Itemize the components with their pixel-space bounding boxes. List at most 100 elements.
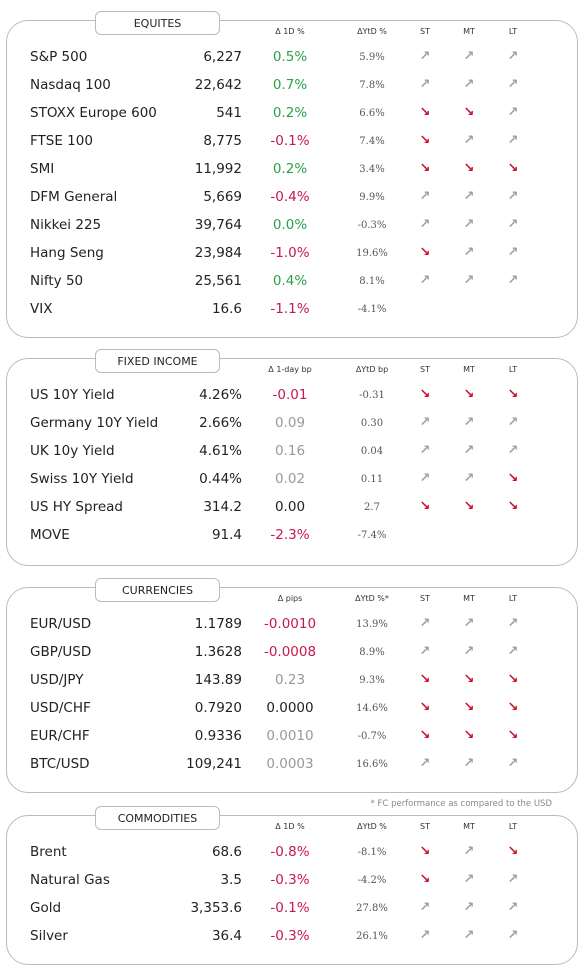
ytd-change: 13.9%: [356, 619, 388, 630]
trend-arrow: ↗: [419, 415, 431, 430]
trend-arrow: ↗: [507, 189, 519, 204]
trend-arrow: ↗: [507, 872, 519, 887]
trend-arrow: ↗: [419, 49, 431, 64]
ytd-change: 9.3%: [359, 675, 385, 686]
column-header: LT: [508, 365, 518, 374]
trend-arrow: ↗: [507, 644, 519, 659]
daily-change: -1.0%: [270, 245, 310, 261]
trend-arrow: ↗: [419, 443, 431, 458]
section-title: EQUITES: [95, 11, 220, 35]
trend-arrow: ↘: [419, 133, 431, 148]
trend-arrow: ↗: [463, 471, 475, 486]
trend-arrow: ↗: [507, 49, 519, 64]
column-header: LT: [508, 27, 518, 36]
ytd-change: 27.8%: [356, 903, 388, 914]
level: 11,992: [194, 161, 242, 177]
instrument-name: US 10Y Yield: [30, 387, 115, 403]
trend-arrow: ↗: [507, 443, 519, 458]
daily-change: 0.09: [274, 415, 306, 431]
level: 39,764: [194, 217, 242, 233]
trend-arrow: ↗: [463, 273, 475, 288]
trend-arrow: ↗: [419, 900, 431, 915]
trend-arrow: ↗: [507, 245, 519, 260]
section-box: [6, 587, 578, 793]
daily-change: -0.0010: [263, 616, 317, 632]
trend-arrow: ↗: [463, 844, 475, 859]
ytd-change: -0.31: [359, 390, 385, 401]
trend-arrow: ↗: [507, 415, 519, 430]
instrument-name: Nifty 50: [30, 273, 84, 289]
trend-arrow: ↗: [419, 189, 431, 204]
column-header: MT: [463, 27, 475, 36]
level: 3.5: [220, 872, 242, 888]
daily-change: -0.4%: [270, 189, 310, 205]
column-header: Δ 1D %: [275, 27, 305, 36]
trend-arrow: ↗: [419, 928, 431, 943]
instrument-name: VIX: [30, 301, 53, 317]
trend-arrow: ↗: [507, 273, 519, 288]
trend-arrow: ↘: [463, 700, 475, 715]
column-header: ΔYtD bp: [355, 365, 389, 374]
instrument-name: FTSE 100: [30, 133, 93, 149]
level: 4.26%: [199, 387, 242, 403]
trend-arrow: ↗: [507, 217, 519, 232]
daily-change: -0.3%: [270, 928, 310, 944]
ytd-change: -4.2%: [357, 875, 387, 886]
ytd-change: -0.7%: [357, 731, 387, 742]
instrument-name: Swiss 10Y Yield: [30, 471, 134, 487]
trend-arrow: ↗: [507, 105, 519, 120]
trend-arrow: ↗: [463, 616, 475, 631]
daily-change: 0.4%: [272, 273, 308, 289]
daily-change: 0.0010: [266, 728, 314, 744]
ytd-change: 2.7: [364, 502, 380, 513]
column-header: LT: [508, 594, 518, 603]
daily-change: -2.3%: [270, 527, 310, 543]
trend-arrow: ↗: [463, 49, 475, 64]
trend-arrow: ↗: [463, 756, 475, 771]
level: 143.89: [194, 672, 242, 688]
level: 541: [216, 105, 242, 121]
daily-change: 0.2%: [272, 105, 308, 121]
instrument-name: Germany 10Y Yield: [30, 415, 159, 431]
level: 5,669: [203, 189, 242, 205]
daily-change: -1.1%: [270, 301, 310, 317]
daily-change: -0.8%: [270, 844, 310, 860]
instrument-name: USD/CHF: [30, 700, 91, 716]
trend-arrow: ↘: [507, 728, 519, 743]
level: 0.9336: [194, 728, 242, 744]
trend-arrow: ↘: [463, 672, 475, 687]
instrument-name: SMI: [30, 161, 55, 177]
instrument-name: Nasdaq 100: [30, 77, 111, 93]
trend-arrow: ↗: [419, 273, 431, 288]
level: 314.2: [203, 499, 242, 515]
level: 0.44%: [199, 471, 242, 487]
daily-change: 0.0%: [272, 217, 308, 233]
daily-change: -0.1%: [270, 900, 310, 916]
ytd-change: 0.30: [360, 418, 384, 429]
trend-arrow: ↘: [419, 499, 431, 514]
instrument-name: Silver: [30, 928, 68, 944]
column-header: ST: [420, 822, 430, 831]
column-header: Δ 1D %: [275, 822, 305, 831]
instrument-name: US HY Spread: [30, 499, 123, 515]
trend-arrow: ↗: [463, 443, 475, 458]
instrument-name: Brent: [30, 844, 67, 860]
level: 0.7920: [194, 700, 242, 716]
trend-arrow: ↘: [419, 161, 431, 176]
instrument-name: EUR/USD: [30, 616, 92, 632]
trend-arrow: ↘: [419, 844, 431, 859]
ytd-change: 8.1%: [359, 276, 385, 287]
trend-arrow: ↘: [419, 672, 431, 687]
column-header: ΔYtD %*: [355, 594, 389, 603]
trend-arrow: ↘: [507, 844, 519, 859]
trend-arrow: ↘: [507, 700, 519, 715]
instrument-name: USD/JPY: [30, 672, 84, 688]
level: 109,241: [186, 756, 242, 772]
trend-arrow: ↗: [419, 756, 431, 771]
trend-arrow: ↘: [419, 728, 431, 743]
column-header: ST: [420, 27, 430, 36]
column-header: MT: [463, 822, 475, 831]
daily-change: -0.0008: [263, 644, 317, 660]
daily-change: -0.01: [272, 387, 308, 403]
ytd-change: 14.6%: [356, 703, 388, 714]
